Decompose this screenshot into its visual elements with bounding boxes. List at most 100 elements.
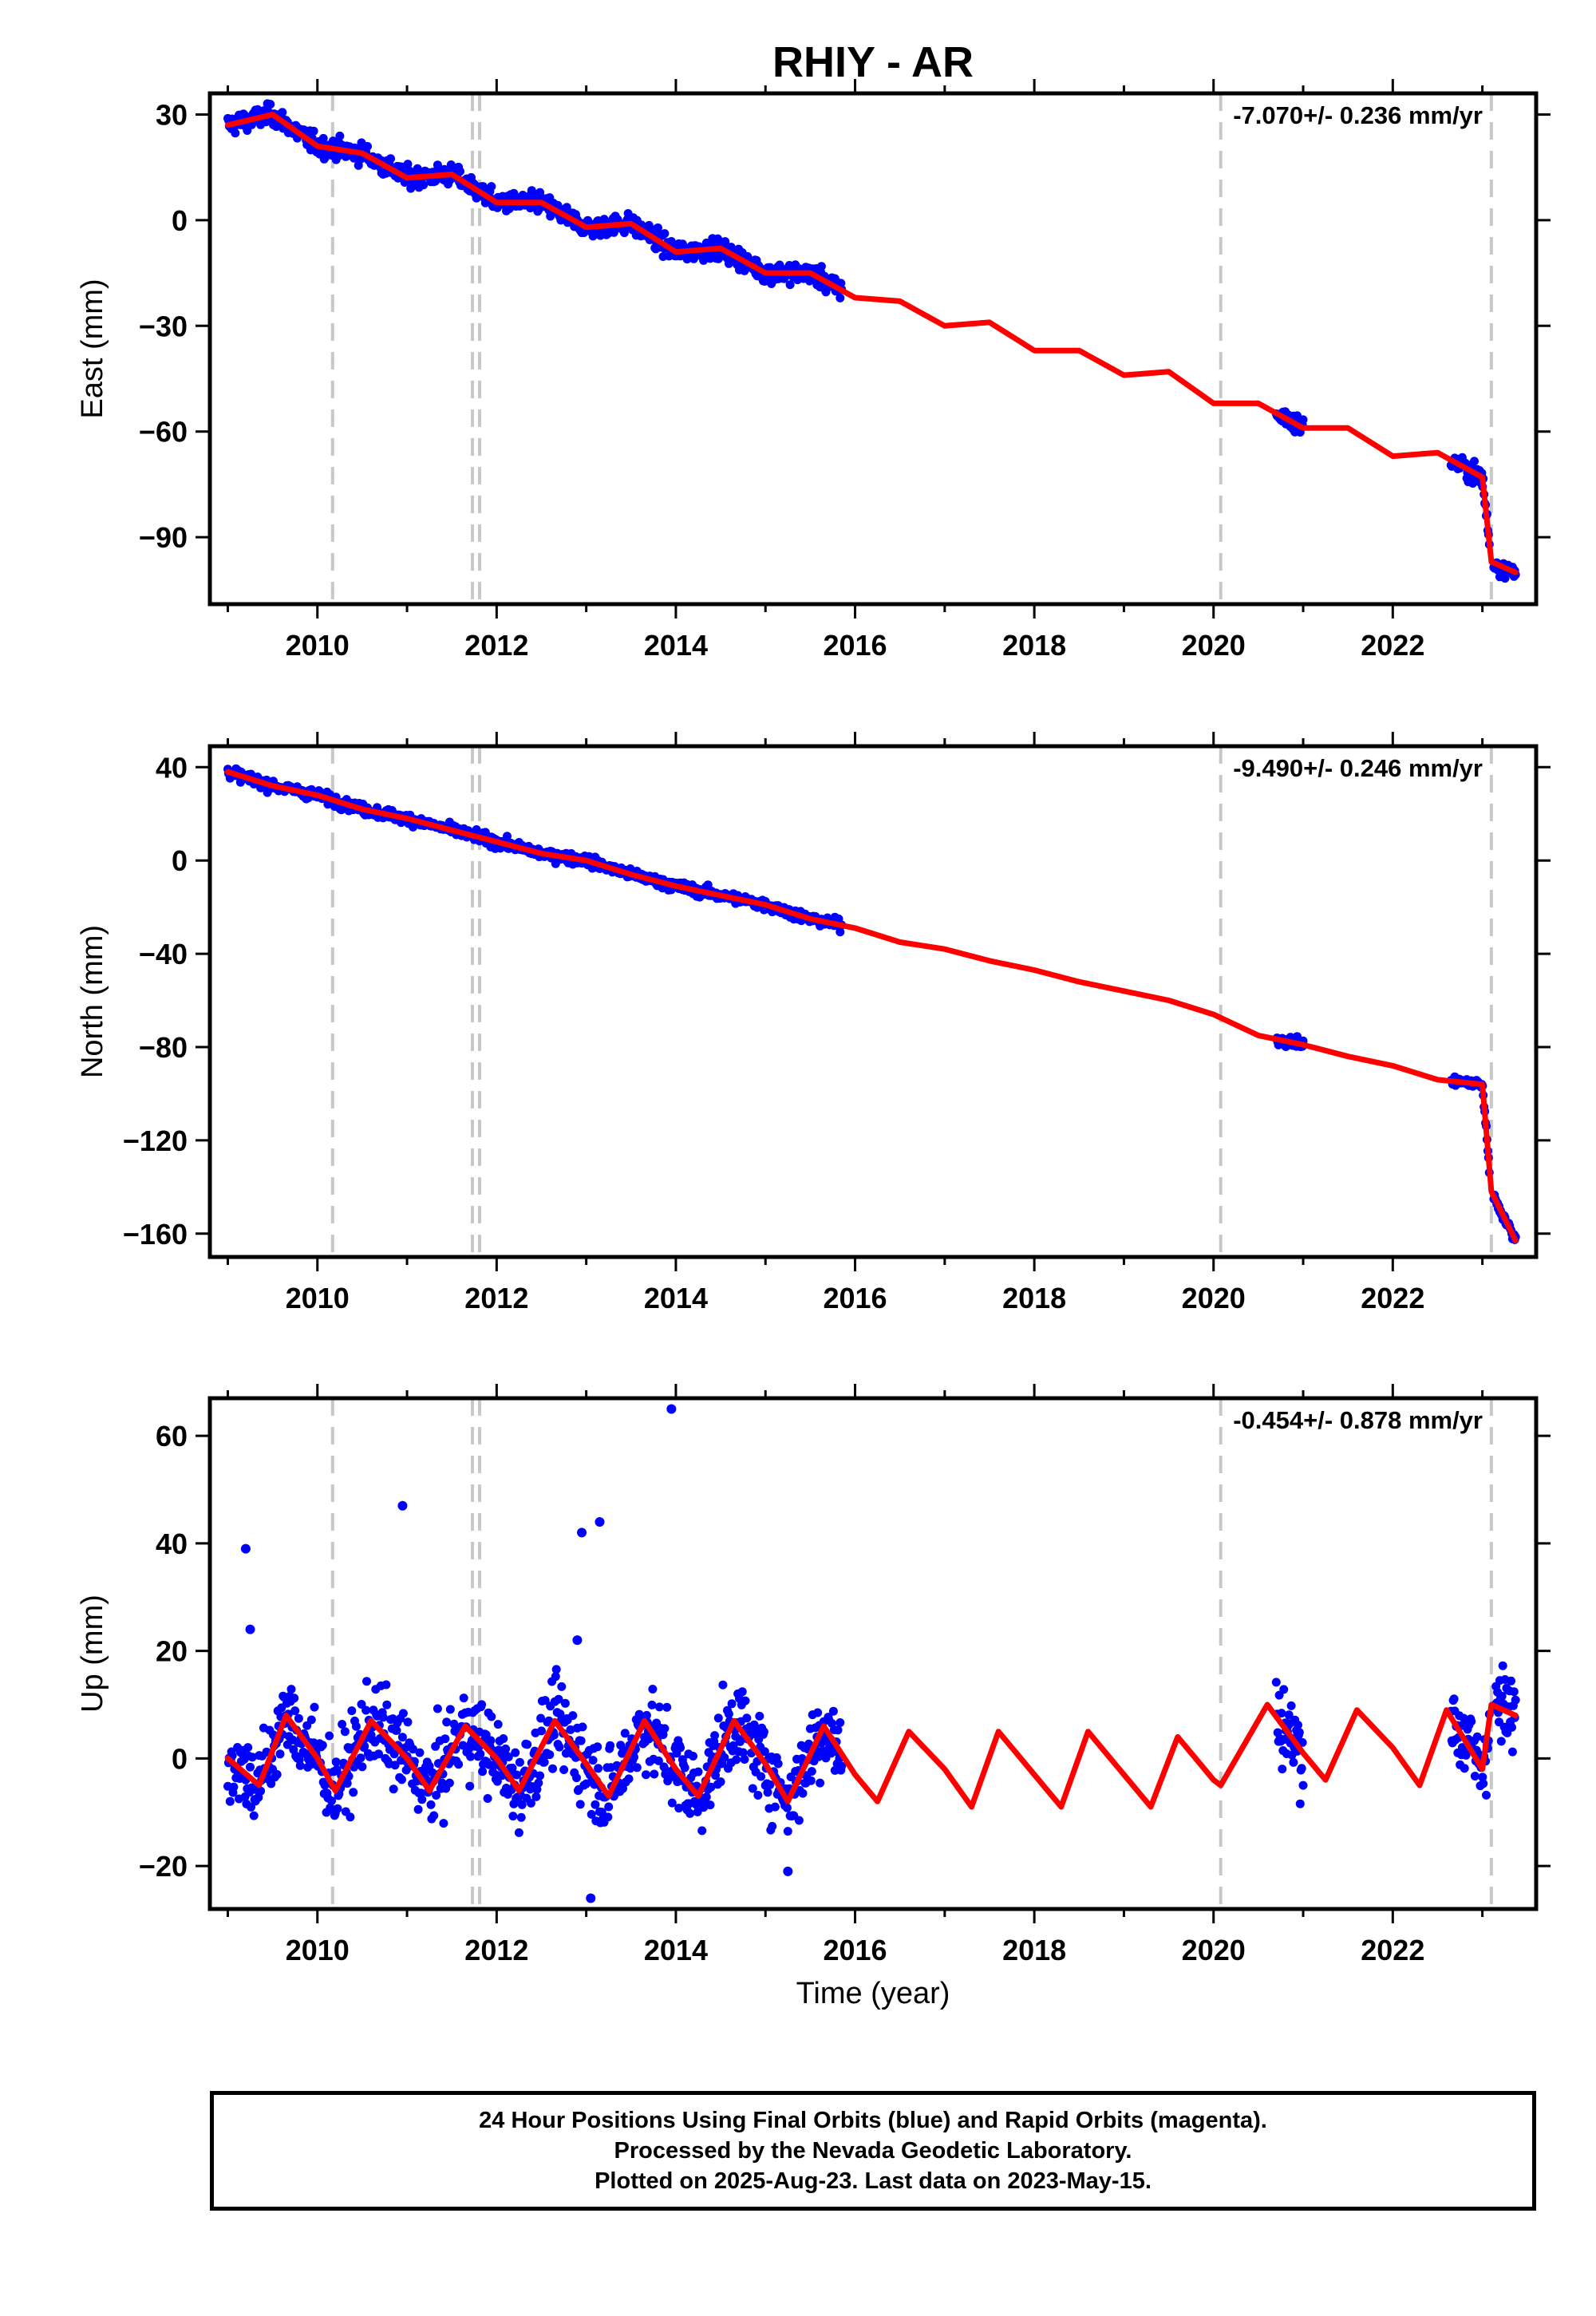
data-point (1507, 1722, 1516, 1732)
data-point (551, 1672, 560, 1682)
x-tick-label: 2014 (644, 629, 708, 662)
data-point (1277, 1709, 1286, 1718)
data-point (426, 1800, 436, 1809)
data-point (503, 832, 512, 841)
data-point (440, 1734, 450, 1744)
x-tick-label: 2014 (644, 1934, 708, 1966)
data-point (331, 1757, 341, 1767)
x-tick-label: 2020 (1182, 1934, 1246, 1966)
data-point (545, 1750, 555, 1760)
data-point (554, 1694, 563, 1704)
data-point (693, 1807, 702, 1816)
data-point (392, 1725, 401, 1735)
data-point (536, 1713, 546, 1723)
data-point (501, 1744, 511, 1753)
data-point (499, 1734, 508, 1743)
rate-label: -7.070+/- 0.236 mm/yr (1233, 101, 1483, 129)
data-point (591, 1800, 600, 1809)
y-tick-label: 0 (172, 1742, 188, 1775)
data-point (523, 1740, 532, 1749)
data-point (310, 1702, 319, 1712)
y-axis-label: Up (mm) (76, 1595, 109, 1713)
data-point (706, 1782, 716, 1792)
data-point (398, 1709, 408, 1718)
chart-title: RHIY - AR (772, 38, 974, 86)
data-point (548, 1764, 557, 1773)
x-tick-label: 2020 (1182, 629, 1246, 662)
data-point (390, 1761, 400, 1770)
data-point (836, 1718, 845, 1727)
data-point (560, 1698, 570, 1708)
data-point (294, 1713, 303, 1723)
data-point (318, 133, 328, 143)
data-point (1478, 1773, 1487, 1782)
data-point (676, 1743, 685, 1753)
data-point (231, 128, 240, 138)
data-point (374, 1749, 383, 1759)
y-axis-label: North (mm) (76, 925, 109, 1078)
data-point (465, 1781, 475, 1791)
data-point (647, 1700, 657, 1709)
data-point (710, 1731, 720, 1741)
data-point (674, 1804, 684, 1813)
data-point (1482, 1790, 1491, 1800)
data-point (724, 259, 733, 268)
data-point (703, 880, 713, 890)
data-point (306, 1715, 316, 1725)
x-tick-label: 2010 (286, 629, 350, 662)
data-point (454, 1760, 464, 1769)
data-point (512, 1770, 522, 1780)
data-point (798, 1788, 808, 1798)
data-point (1479, 1779, 1488, 1788)
data-point (338, 1720, 347, 1729)
data-point (504, 1753, 513, 1761)
outlier-point (586, 1893, 596, 1903)
x-tick-label: 2012 (464, 1282, 528, 1314)
data-point (732, 1755, 741, 1765)
data-point (247, 1802, 255, 1812)
data-point (432, 1791, 441, 1800)
data-point (531, 1792, 541, 1801)
x-tick-label: 2022 (1361, 1934, 1424, 1966)
data-point (1279, 1685, 1289, 1694)
data-point (757, 1772, 766, 1781)
data-point (362, 1677, 371, 1686)
data-point (361, 1705, 371, 1715)
model-fit-line (225, 769, 1519, 1243)
data-point (705, 1800, 715, 1810)
data-point (836, 293, 845, 302)
data-point (1295, 1799, 1305, 1808)
data-point (566, 1725, 575, 1734)
data-point (444, 1778, 454, 1788)
data-point (333, 1804, 342, 1813)
data-point (389, 1784, 398, 1794)
data-point (606, 1741, 615, 1750)
data-point (833, 1725, 843, 1735)
data-point (403, 1717, 413, 1727)
data-point (644, 1734, 654, 1744)
plot-frame (207, 744, 1539, 1259)
outlier-point (245, 1624, 255, 1634)
data-point (357, 1700, 366, 1709)
data-point (516, 1812, 526, 1822)
data-point (456, 167, 464, 176)
north-panel: 2010 2012 2014 2016 2018 2020 2022 40 0 −40 −80 −12… (76, 732, 1551, 1314)
data-point (358, 1762, 367, 1772)
data-point (397, 1733, 407, 1742)
data-point (557, 1682, 567, 1691)
data-point (650, 1769, 659, 1779)
data-point (555, 1742, 564, 1752)
plot-frame (207, 91, 1539, 607)
data-point (363, 141, 372, 151)
data-point (535, 1771, 545, 1780)
data-point (229, 1782, 239, 1792)
data-point (389, 1749, 399, 1759)
data-point (783, 1827, 792, 1836)
data-point (534, 1778, 543, 1788)
data-point (476, 1749, 485, 1759)
x-tick-label: 2018 (1002, 1282, 1066, 1314)
data-point (247, 1753, 257, 1762)
data-point (278, 108, 287, 117)
data-point (487, 1712, 496, 1721)
data-point (594, 1764, 603, 1773)
